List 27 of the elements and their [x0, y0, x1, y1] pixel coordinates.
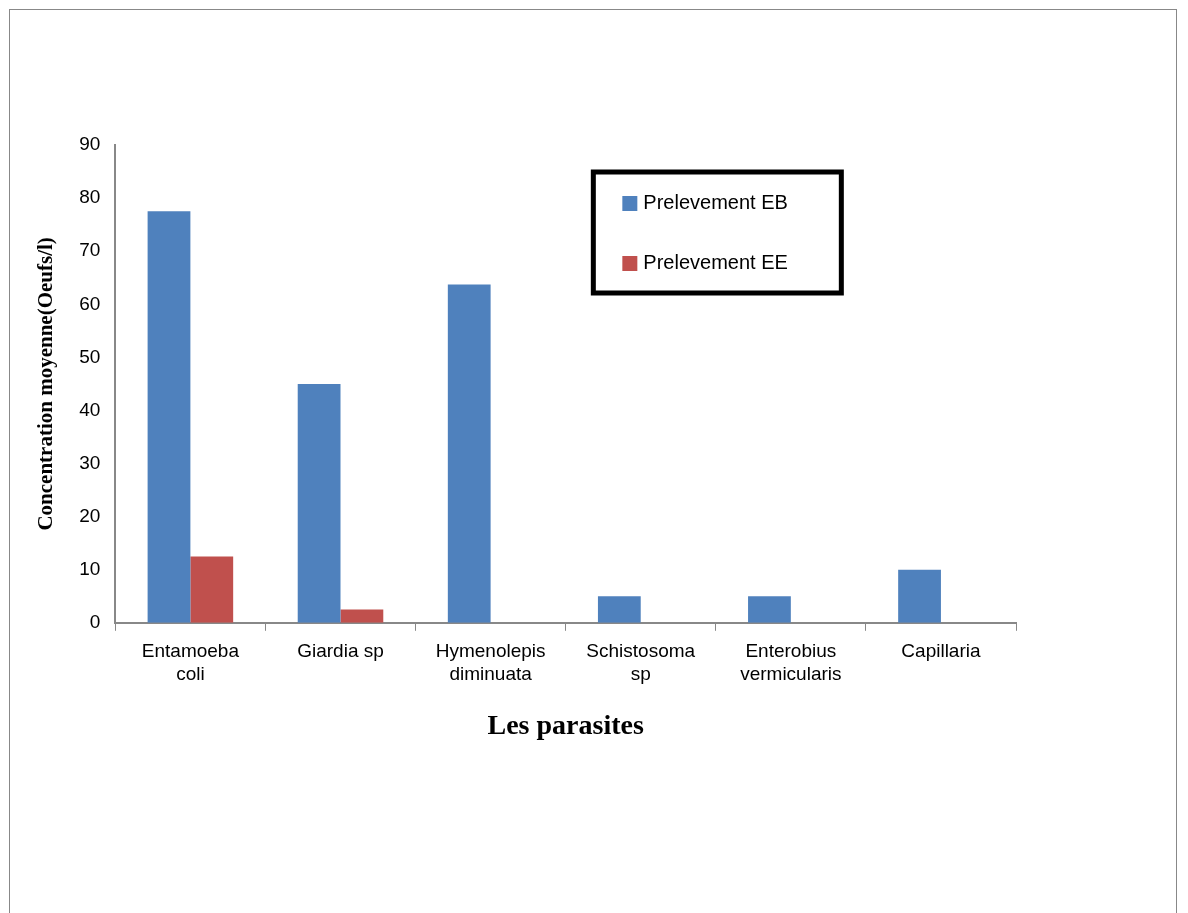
bar: [297, 383, 341, 623]
x-tick-label: Enterobius vermicularis: [740, 640, 842, 685]
x-tick-label: Entamoeba coli: [141, 640, 240, 685]
bar: [748, 596, 791, 623]
y-axis-title: Concentration moyenne(Oeufs/l): [33, 237, 58, 531]
x-axis-title: Les parasites: [487, 709, 644, 741]
x-tick-label: Hymenolepis diminuata: [435, 640, 546, 685]
y-tick-label: 70: [79, 239, 101, 261]
y-tick-label: 30: [79, 451, 101, 473]
bar: [597, 596, 641, 623]
y-tick-label: 50: [79, 345, 101, 367]
bar: [898, 569, 941, 623]
x-tick-label: Capillaria: [901, 640, 981, 662]
y-tick-label: 10: [79, 557, 101, 579]
bar: [147, 211, 191, 623]
y-tick-label: 40: [79, 398, 101, 420]
y-tick-label: 20: [79, 504, 101, 526]
x-tick-label: Schistosoma sp: [586, 640, 696, 685]
y-tick-label: 90: [79, 133, 101, 155]
bar: [190, 556, 234, 623]
legend-label: Prelevement EB: [643, 190, 788, 213]
y-tick-label: 0: [89, 611, 101, 633]
y-tick-label: 60: [79, 292, 101, 314]
bar: [447, 284, 491, 623]
legend-label: Prelevement EE: [643, 250, 788, 273]
x-tick-label: Giardia sp: [297, 640, 384, 662]
y-tick-label: 80: [79, 186, 101, 208]
